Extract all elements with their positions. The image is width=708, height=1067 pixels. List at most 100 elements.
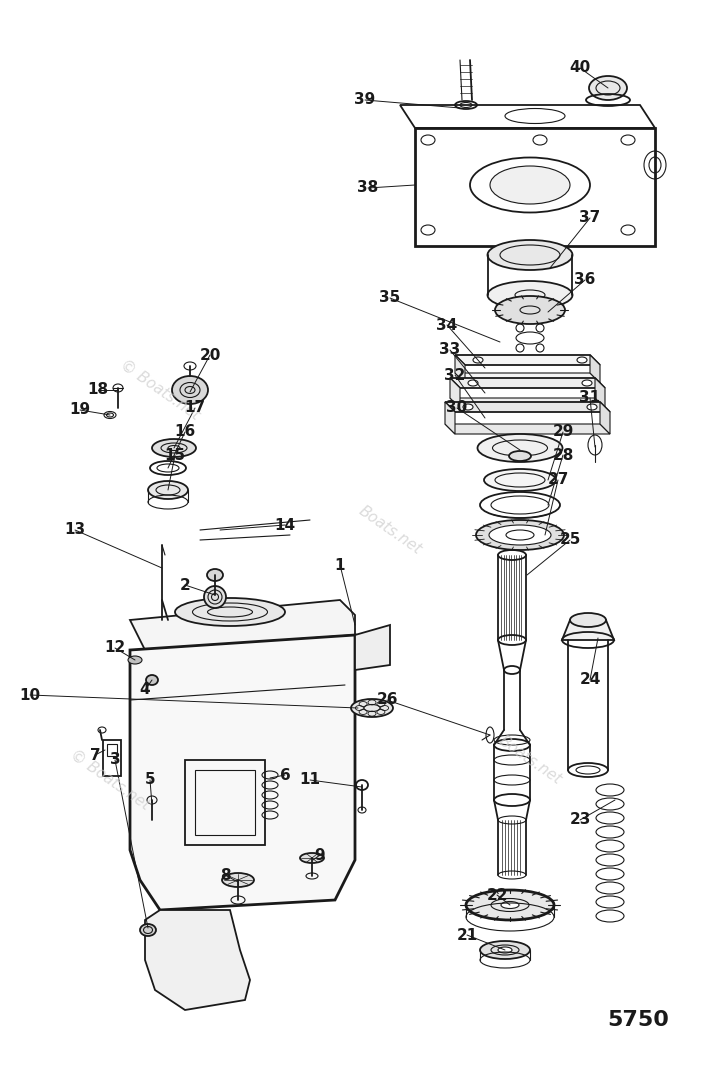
Bar xyxy=(415,128,655,246)
Text: 3: 3 xyxy=(110,752,120,767)
Text: 39: 39 xyxy=(355,93,376,108)
Text: 31: 31 xyxy=(579,391,600,405)
Text: 13: 13 xyxy=(64,523,86,538)
Ellipse shape xyxy=(488,281,573,309)
Text: 38: 38 xyxy=(358,180,379,195)
Text: 22: 22 xyxy=(486,888,508,903)
Text: © Boats.net: © Boats.net xyxy=(118,357,202,423)
Polygon shape xyxy=(130,635,355,910)
Ellipse shape xyxy=(498,947,512,953)
Polygon shape xyxy=(450,378,605,388)
Polygon shape xyxy=(450,398,605,408)
Ellipse shape xyxy=(463,404,473,410)
Polygon shape xyxy=(450,378,460,408)
Text: Boats.net: Boats.net xyxy=(496,733,564,787)
Ellipse shape xyxy=(476,520,564,550)
Text: 2: 2 xyxy=(180,577,190,592)
Ellipse shape xyxy=(577,357,587,363)
Text: 27: 27 xyxy=(547,473,569,488)
Bar xyxy=(107,744,117,757)
Text: 37: 37 xyxy=(579,210,600,225)
Polygon shape xyxy=(445,402,610,412)
Text: 18: 18 xyxy=(87,382,108,398)
Text: 40: 40 xyxy=(569,61,590,76)
Ellipse shape xyxy=(501,902,519,908)
Text: 15: 15 xyxy=(164,447,185,462)
Text: 32: 32 xyxy=(445,367,466,382)
Text: 16: 16 xyxy=(174,425,195,440)
Text: 20: 20 xyxy=(200,348,221,363)
Polygon shape xyxy=(455,355,600,365)
Text: 21: 21 xyxy=(457,927,478,942)
Bar xyxy=(195,770,255,835)
Ellipse shape xyxy=(570,614,606,627)
Text: 10: 10 xyxy=(19,687,40,702)
Text: 19: 19 xyxy=(69,402,91,417)
Text: 5750: 5750 xyxy=(607,1010,669,1030)
Text: 8: 8 xyxy=(219,867,230,882)
Ellipse shape xyxy=(140,924,156,936)
Ellipse shape xyxy=(473,357,483,363)
Ellipse shape xyxy=(509,451,531,461)
Text: 9: 9 xyxy=(314,847,325,862)
Ellipse shape xyxy=(300,853,324,863)
Bar xyxy=(185,760,265,845)
Text: 1: 1 xyxy=(335,557,346,573)
Ellipse shape xyxy=(477,434,562,462)
Text: 6: 6 xyxy=(280,767,290,782)
Polygon shape xyxy=(600,402,610,434)
Text: 35: 35 xyxy=(379,290,401,305)
Polygon shape xyxy=(445,424,610,434)
Ellipse shape xyxy=(207,569,223,582)
Ellipse shape xyxy=(150,461,186,475)
Text: 36: 36 xyxy=(574,272,595,287)
Text: 25: 25 xyxy=(559,532,581,547)
Ellipse shape xyxy=(587,404,597,410)
Ellipse shape xyxy=(589,76,627,100)
Text: 26: 26 xyxy=(376,692,398,707)
Ellipse shape xyxy=(480,941,530,959)
Polygon shape xyxy=(145,910,250,1010)
Polygon shape xyxy=(445,402,455,434)
Text: 30: 30 xyxy=(446,400,467,415)
Text: 17: 17 xyxy=(185,400,205,415)
Bar xyxy=(103,740,121,776)
Text: 34: 34 xyxy=(436,318,457,333)
Text: 5: 5 xyxy=(144,773,155,787)
Ellipse shape xyxy=(466,890,554,920)
Text: 11: 11 xyxy=(299,773,321,787)
Ellipse shape xyxy=(489,525,551,545)
Text: 28: 28 xyxy=(552,447,573,462)
Text: © Boats.net: © Boats.net xyxy=(67,747,152,813)
Polygon shape xyxy=(130,600,355,650)
Text: 7: 7 xyxy=(90,748,101,763)
Text: 23: 23 xyxy=(569,812,590,828)
Polygon shape xyxy=(595,378,605,408)
Ellipse shape xyxy=(146,675,158,685)
Ellipse shape xyxy=(204,586,226,608)
Ellipse shape xyxy=(582,380,592,386)
Text: 14: 14 xyxy=(275,517,295,532)
Ellipse shape xyxy=(488,240,573,270)
Ellipse shape xyxy=(128,656,142,664)
Text: 4: 4 xyxy=(139,683,150,698)
Ellipse shape xyxy=(172,376,208,404)
Ellipse shape xyxy=(468,380,478,386)
Text: Boats.net: Boats.net xyxy=(355,503,424,557)
Ellipse shape xyxy=(152,439,196,457)
Ellipse shape xyxy=(351,699,393,717)
Text: 29: 29 xyxy=(552,425,573,440)
Ellipse shape xyxy=(148,481,188,499)
Polygon shape xyxy=(455,373,600,383)
Text: 12: 12 xyxy=(104,640,125,655)
Ellipse shape xyxy=(490,166,570,204)
Ellipse shape xyxy=(175,598,285,626)
Ellipse shape xyxy=(480,492,560,517)
Polygon shape xyxy=(355,625,390,670)
Ellipse shape xyxy=(484,469,556,491)
Ellipse shape xyxy=(495,296,565,324)
Text: 24: 24 xyxy=(579,672,600,687)
Polygon shape xyxy=(455,355,465,383)
Text: 33: 33 xyxy=(440,343,461,357)
Ellipse shape xyxy=(222,873,254,887)
